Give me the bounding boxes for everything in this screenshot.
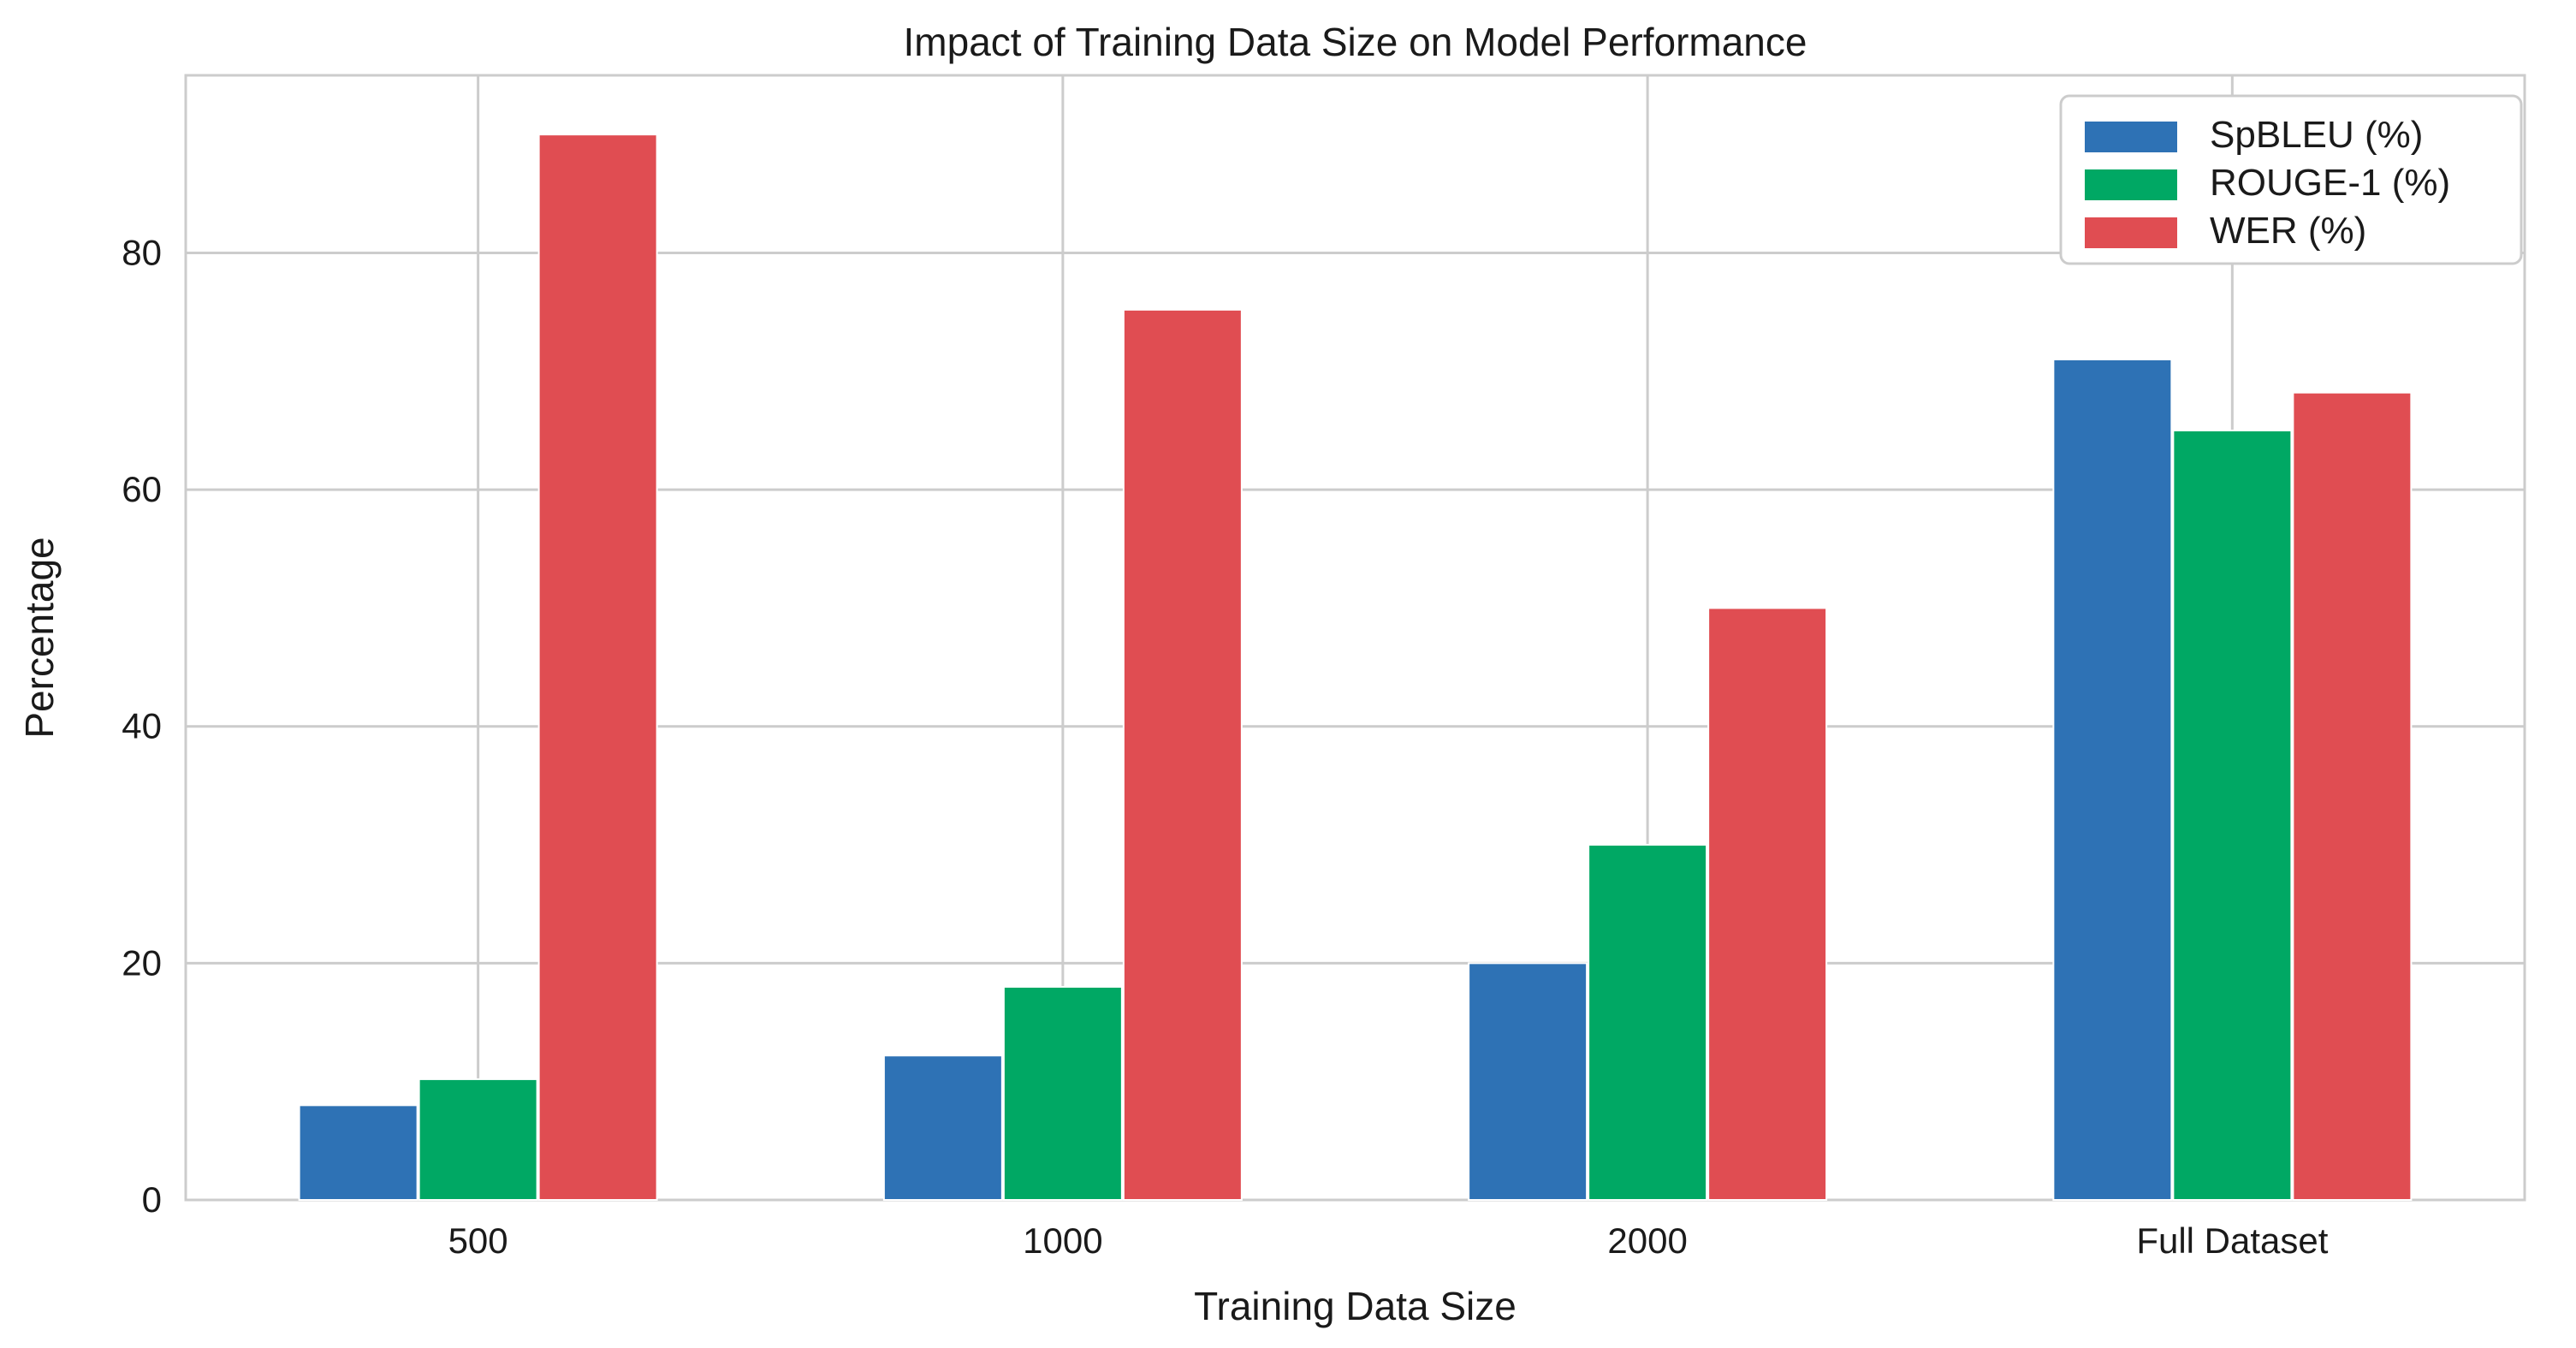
- bar: [1588, 844, 1708, 1201]
- bar: [2172, 429, 2293, 1201]
- y-tick-label: 60: [122, 469, 162, 509]
- y-tick-label: 20: [122, 942, 162, 983]
- x-tick-label: 500: [448, 1220, 508, 1261]
- plot-frame: [184, 74, 2526, 1202]
- bar: [1468, 962, 1588, 1201]
- bar: [537, 134, 658, 1202]
- bar: [2052, 358, 2173, 1201]
- y-tick-label: 0: [142, 1179, 162, 1220]
- x-tick-label: Full Dataset: [2136, 1220, 2328, 1261]
- bar: [1122, 308, 1243, 1202]
- y-axis-label: Percentage: [17, 537, 62, 738]
- bar: [1002, 986, 1123, 1202]
- y-tick-label: 80: [122, 232, 162, 272]
- bar: [418, 1078, 538, 1201]
- y-tick-label: 40: [122, 706, 162, 746]
- legend-swatch: [2085, 169, 2177, 200]
- legend-swatch: [2085, 122, 2177, 152]
- bar: [1707, 607, 1828, 1201]
- legend-label: SpBLEU (%): [2210, 114, 2423, 156]
- bar: [2292, 391, 2413, 1201]
- legend-swatch: [2085, 217, 2177, 248]
- bar: [298, 1104, 418, 1202]
- tick-labels: 0 20 40 60 80 500 1000 2000 Full Dataset: [122, 232, 2328, 1261]
- bars: [298, 134, 2413, 1202]
- bar: [882, 1054, 1003, 1202]
- legend: SpBLEU (%) ROUGE-1 (%) WER (%): [2059, 94, 2523, 265]
- legend-label: ROUGE-1 (%): [2210, 162, 2450, 204]
- x-axis-label: Training Data Size: [1194, 1284, 1517, 1328]
- legend-label: WER (%): [2210, 210, 2366, 252]
- x-tick-label: 2000: [1607, 1220, 1687, 1261]
- chart-title: Impact of Training Data Size on Model Pe…: [904, 20, 1807, 64]
- x-tick-label: 1000: [1023, 1220, 1102, 1261]
